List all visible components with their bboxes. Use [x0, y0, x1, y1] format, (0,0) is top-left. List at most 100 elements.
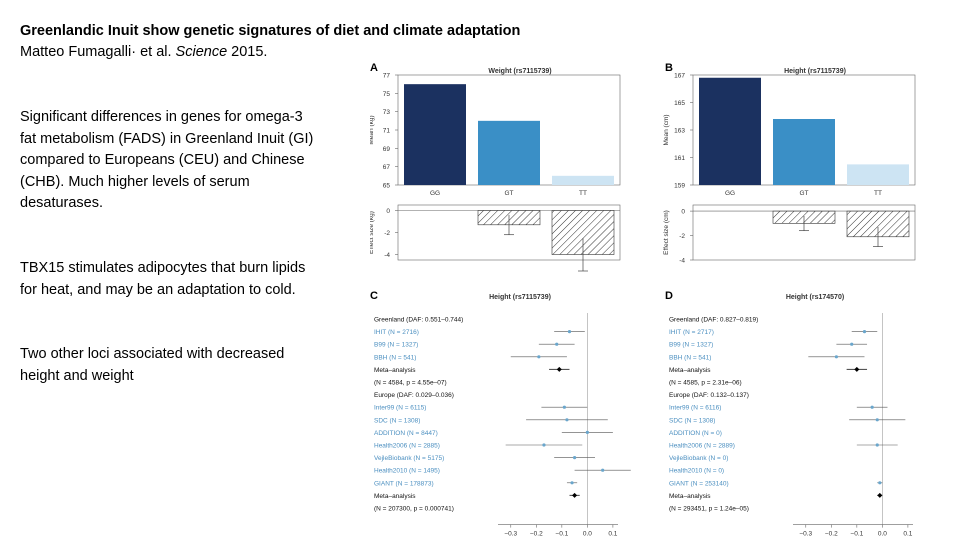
- panel-b-etick-label-2: -4: [679, 258, 685, 265]
- panel-b-ytick-label-2: 163: [674, 128, 685, 135]
- panel-d-row-label-6: Europe (DAF: 0.132–0.137): [669, 392, 749, 399]
- panel-d-point-2: [850, 342, 854, 346]
- panel-a-ytick-label-3: 71: [383, 128, 391, 135]
- citation-journal: Science: [175, 44, 228, 60]
- panel-c-row-label-7: Inter99 (N = 6115): [374, 405, 426, 412]
- panel-d-row-label-15: (N = 293451, p = 1.24e–05): [669, 506, 749, 513]
- panel-b-ytick-label-3: 165: [674, 100, 685, 107]
- panel-c-row-label-1: IHIT (N = 2716): [374, 329, 419, 336]
- panel-a-ytick-label-2: 69: [383, 146, 391, 153]
- paragraph-tbx15: TBX15 stimulates adipocytes that burn li…: [20, 260, 306, 298]
- panel-c-point-3: [537, 355, 541, 359]
- panel-b-xtick-label-tt: TT: [874, 190, 882, 197]
- panel-c-row-label-0: Greenland (DAF: 0.551–0.744): [374, 317, 463, 324]
- panel-b-xtick-label-gg: GG: [725, 190, 735, 197]
- panel-d-xtick-label-4: 0.1: [903, 531, 912, 538]
- citation: Matteo Fumagalli· et al. Science 2015.: [20, 44, 267, 60]
- panel-a-ytick-label-0: 65: [383, 183, 391, 190]
- panel-c-point-13: [570, 481, 574, 485]
- panel-d-xtick-label-1: −0.2: [825, 531, 838, 538]
- panel-c-row-label-11: VejleBiobank (N = 5175): [374, 455, 444, 462]
- panel-d-point-7: [870, 405, 874, 409]
- panel-b-title: Height (rs7115739): [784, 68, 846, 75]
- citation-sep: · et al.: [131, 44, 176, 60]
- slide-title: Greenlandic Inuit show genetic signature…: [20, 23, 521, 39]
- panel-d-row-label-9: ADDITION (N = 0): [669, 430, 722, 437]
- panel-b-etick-label-1: -2: [679, 233, 685, 240]
- panel-c-point-7: [562, 405, 566, 409]
- panel-a-etick-label-2: -4: [384, 252, 390, 259]
- panel-a-ytick-label-4: 73: [383, 109, 391, 116]
- panel-c-row-label-5: (N = 4584, p = 4.55e–07): [374, 380, 447, 387]
- panel-b-ylabel: Mean (cm): [663, 114, 670, 145]
- panel-d-meta-point-14: [877, 492, 883, 498]
- panel-b-bar-gt: [773, 119, 835, 185]
- panel-d-row-label-5: (N = 4585, p = 2.31e–06): [669, 380, 742, 387]
- panel-a-bar-gg: [404, 84, 466, 185]
- panel-c-meta-point-14: [572, 492, 578, 498]
- panel-a-bar-tt: [552, 175, 614, 185]
- panel-d-row-label-0: Greenland (DAF: 0.827–0.819): [669, 317, 758, 324]
- panel-b-effect-axis-box: [692, 204, 916, 261]
- panel-a-ylabel: Mean (kg): [370, 115, 375, 144]
- panel-d-row-label-14: Meta–analysis: [669, 493, 711, 500]
- panel-a-etick-label-0: 0: [386, 208, 390, 215]
- citation-year: 2015.: [227, 44, 268, 60]
- panel-d-row-label-13: GIANT (N = 253140): [669, 480, 729, 487]
- panel-c-row-label-8: SDC (N = 1308): [374, 417, 420, 424]
- panel-b-bar-tt: [847, 164, 909, 185]
- panel-c-row-label-10: Health2006 (N = 2885): [374, 443, 440, 450]
- panel-a-effect-ylabel: Effect size (kg): [370, 211, 375, 254]
- panel-c-row-label-3: BBH (N = 541): [374, 354, 416, 361]
- panel-a-ytick-label-5: 75: [383, 91, 391, 98]
- panel-d-xtick-label-3: 0.0: [878, 531, 887, 538]
- panel-d-row-label-7: Inter99 (N = 6116): [669, 405, 721, 412]
- paragraph-height-weight: Two other loci associated with decreased…: [20, 346, 285, 384]
- panel-d-row-label-8: SDC (N = 1308): [669, 417, 715, 424]
- panel-c-row-label-12: Health2010 (N = 1495): [374, 468, 440, 475]
- panel-c-xtick-label-4: 0.1: [608, 531, 617, 538]
- panel-d-xtick-label-2: −0.1: [850, 531, 863, 538]
- panel-d-point-10: [875, 443, 879, 447]
- panel-a-xtick-label-tt: TT: [579, 190, 587, 197]
- panel-d-point-13: [878, 481, 882, 485]
- panel-b-ytick-label-1: 161: [674, 155, 685, 162]
- panel-c-meta-point-4: [556, 366, 562, 372]
- panel-c-point-11: [572, 456, 577, 460]
- panel-d-point-1: [862, 330, 867, 334]
- panel-c-row-label-2: B99 (N = 1327): [374, 342, 418, 349]
- panel-d-meta-point-4: [854, 366, 860, 372]
- panel-b-ytick-label-0: 159: [674, 183, 685, 190]
- panel-d-title: Height (rs174570): [786, 294, 844, 301]
- panel-d-row-label-3: BBH (N = 541): [669, 354, 711, 361]
- panel-c-point-10: [542, 443, 546, 447]
- paragraph-fads: Significant differences in genes for ome…: [20, 109, 314, 211]
- panel-c-point-2: [555, 342, 559, 346]
- panel-b-bar-gg: [699, 77, 761, 185]
- panel-d-panel-letter: D: [665, 290, 673, 302]
- panel-b-ytick-label-4: 167: [674, 73, 685, 80]
- panel-c-point-9: [585, 430, 589, 434]
- panel-c-point-8: [565, 418, 569, 422]
- panel-b-etick-label-0: 0: [681, 209, 685, 216]
- panel-c-xtick-label-0: −0.3: [504, 531, 517, 538]
- panel-c-xtick-label-2: −0.1: [555, 531, 568, 538]
- panel-c-row-label-15: (N = 207300, p = 0.000741): [374, 506, 454, 513]
- panel-d-row-label-10: Health2006 (N = 2889): [669, 443, 735, 450]
- panel-d-row-label-11: VejleBiobank (N = 0): [669, 455, 728, 462]
- panel-c-row-label-6: Europe (DAF: 0.029–0.036): [374, 392, 454, 399]
- panel-c-title: Height (rs7115739): [489, 294, 551, 301]
- panel-c-row-label-9: ADDITION (N = 8447): [374, 430, 438, 437]
- panel-a-panel-letter: A: [370, 62, 378, 74]
- panel-a-bar-gt: [478, 120, 540, 185]
- panel-d-row-label-1: IHIT (N = 2717): [669, 329, 714, 336]
- panel-b-effect-ylabel: Effect size (cm): [663, 210, 670, 255]
- panel-c-row-label-4: Meta–analysis: [374, 367, 416, 374]
- panel-a-etick-label-1: -2: [384, 230, 390, 237]
- panel-c-row-label-13: GIANT (N = 178873): [374, 480, 434, 487]
- panel-d-point-8: [875, 418, 879, 422]
- panel-c-panel-letter: C: [370, 290, 378, 302]
- panel-c-xtick-label-1: −0.2: [530, 531, 543, 538]
- panel-a-ytick-label-6: 77: [383, 73, 391, 80]
- panel-d-row-label-4: Meta–analysis: [669, 367, 711, 374]
